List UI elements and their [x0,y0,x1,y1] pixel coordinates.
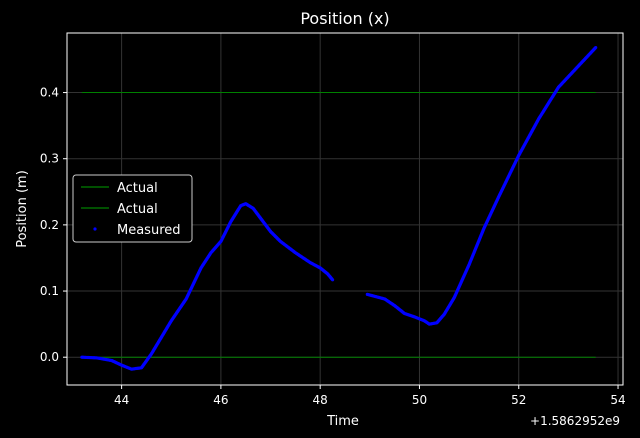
legend: Actual Actual Measured [72,174,193,243]
y-tick-label: 0.1 [40,284,59,298]
x-axis-offset-label: +1.5862952e9 [530,414,620,428]
y-tick-label: 0.4 [40,86,59,100]
x-tick-label: 44 [114,393,129,407]
plot-frame [66,32,624,386]
y-tick-label: 0.3 [40,152,59,166]
plot-series [80,45,598,371]
legend-measured-swatch [93,227,97,231]
x-axis-label: Time [326,414,359,429]
y-axis-label: Position (m) [15,170,30,248]
chart-title: Position (x) [300,9,389,28]
legend-box [72,174,193,243]
x-tick-label: 50 [412,393,427,407]
x-axis-ticks: 44 46 48 50 52 54 [114,385,626,407]
measured-point [594,45,598,50]
x-tick-label: 46 [213,393,228,407]
legend-measured-label: Measured [117,223,181,238]
legend-actual-2-label: Actual [117,202,158,217]
y-tick-label: 0.2 [40,218,59,232]
measured-point [330,278,335,282]
x-tick-label: 48 [313,393,328,407]
y-tick-label: 0.0 [40,350,59,364]
legend-actual-1-label: Actual [117,181,158,196]
x-tick-label: 54 [610,393,625,407]
y-axis-ticks: 0.0 0.1 0.2 0.3 0.4 [40,86,67,364]
x-tick-label: 52 [511,393,526,407]
